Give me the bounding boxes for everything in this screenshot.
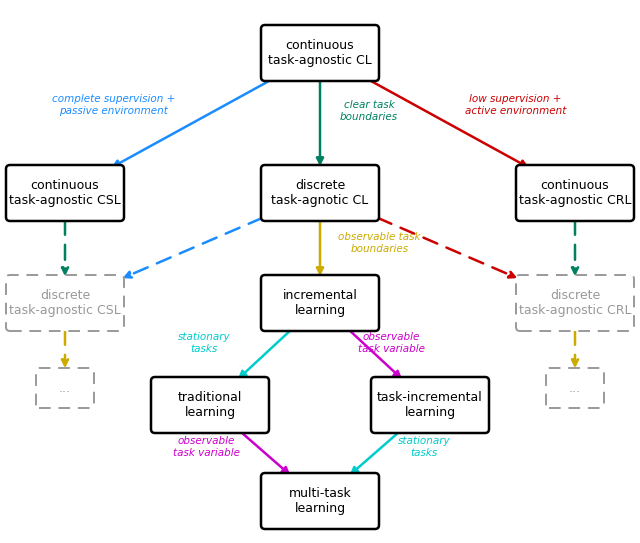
- Text: low supervision +
active environment: low supervision + active environment: [465, 94, 566, 116]
- FancyBboxPatch shape: [261, 25, 379, 81]
- FancyBboxPatch shape: [261, 165, 379, 221]
- Text: stationary
tasks: stationary tasks: [177, 332, 230, 354]
- Text: incremental
learning: incremental learning: [283, 289, 357, 317]
- Text: continuous
task-agnostic CL: continuous task-agnostic CL: [268, 39, 372, 67]
- Text: observable task
boundaries: observable task boundaries: [338, 232, 420, 254]
- Text: ...: ...: [59, 382, 71, 395]
- Text: discrete
task-agnotic CL: discrete task-agnotic CL: [271, 179, 369, 207]
- Text: stationary
tasks: stationary tasks: [398, 436, 451, 458]
- FancyBboxPatch shape: [6, 165, 124, 221]
- Text: clear task
boundaries: clear task boundaries: [340, 100, 398, 122]
- FancyBboxPatch shape: [261, 275, 379, 331]
- FancyBboxPatch shape: [261, 473, 379, 529]
- Text: complete supervision +
passive environment: complete supervision + passive environme…: [52, 94, 175, 116]
- Text: observable
task variable: observable task variable: [173, 436, 240, 458]
- Text: discrete
task-agnostic CRL: discrete task-agnostic CRL: [519, 289, 631, 317]
- Text: continuous
task-agnostic CRL: continuous task-agnostic CRL: [519, 179, 631, 207]
- Text: traditional
learning: traditional learning: [178, 391, 242, 419]
- FancyBboxPatch shape: [6, 275, 124, 331]
- Text: multi-task
learning: multi-task learning: [289, 487, 351, 515]
- FancyBboxPatch shape: [546, 368, 604, 408]
- FancyBboxPatch shape: [151, 377, 269, 433]
- FancyBboxPatch shape: [516, 165, 634, 221]
- FancyBboxPatch shape: [36, 368, 94, 408]
- Text: ...: ...: [569, 382, 581, 395]
- FancyBboxPatch shape: [371, 377, 489, 433]
- Text: continuous
task-agnostic CSL: continuous task-agnostic CSL: [9, 179, 121, 207]
- Text: task-incremental
learning: task-incremental learning: [377, 391, 483, 419]
- FancyBboxPatch shape: [516, 275, 634, 331]
- Text: observable
task variable: observable task variable: [358, 332, 425, 354]
- Text: discrete
task-agnostic CSL: discrete task-agnostic CSL: [9, 289, 121, 317]
